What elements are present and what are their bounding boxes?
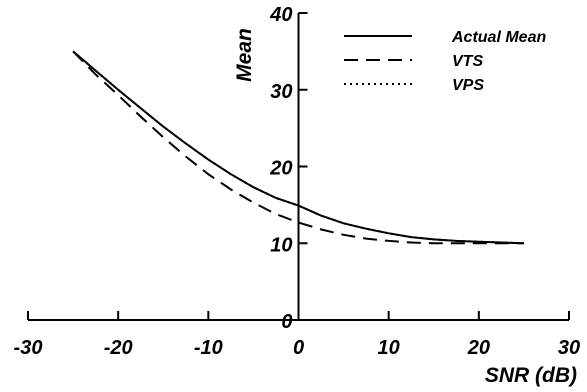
y-ticks: 0 10 20 30 40 [269, 4, 308, 333]
x-tick-label: 30 [558, 337, 580, 359]
legend: Actual Mean VTS VPS [344, 29, 546, 94]
legend-label: Actual Mean [451, 29, 546, 46]
legend-label: VTS [452, 53, 483, 70]
series-layer [72, 50, 524, 245]
x-tick-label: -20 [104, 337, 133, 359]
series-line-actual-mean [72, 50, 524, 245]
x-ticks: -30 -20 -10 0 10 20 30 [14, 311, 580, 359]
y-axis-title: Mean [233, 28, 256, 82]
y-tick-label: 20 [269, 158, 292, 180]
y-tick-label: 40 [269, 4, 292, 26]
x-tick-label: 0 [293, 337, 304, 359]
x-tick-label: 20 [467, 337, 490, 359]
y-tick-label: 0 [281, 311, 292, 333]
y-tick-label: 30 [270, 81, 292, 103]
y-tick-label: 10 [270, 234, 292, 256]
x-tick-label: -30 [14, 337, 43, 359]
x-tick-label: -10 [194, 337, 223, 359]
x-tick-label: 10 [378, 337, 400, 359]
legend-label: VPS [452, 77, 484, 94]
x-axis-title: SNR (dB) [485, 364, 577, 387]
